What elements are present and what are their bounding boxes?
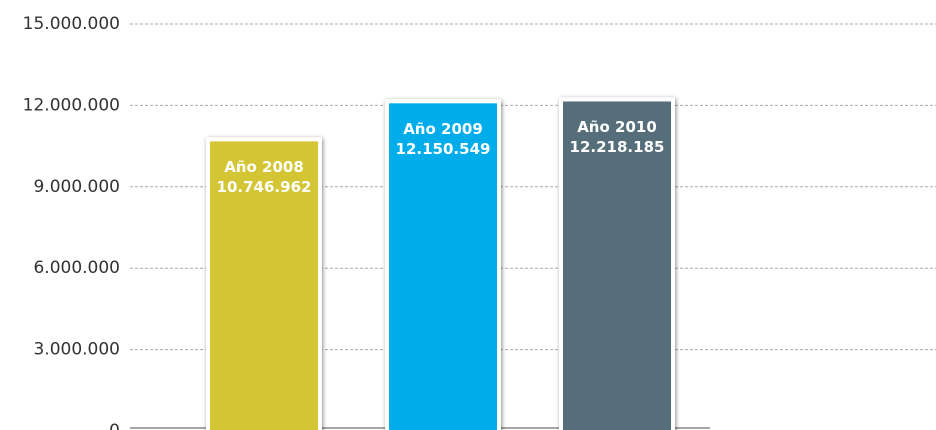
y-tick-label: 15.000.000: [23, 14, 120, 34]
y-tick-label: 12.000.000: [23, 95, 120, 115]
category-label: Año 2010: [577, 118, 657, 136]
bar: [385, 99, 501, 430]
category-label: Año 2008: [224, 158, 304, 176]
bar: [206, 137, 322, 430]
y-tick-label: 0: [109, 421, 120, 430]
value-label: 12.150.549: [396, 140, 491, 158]
bar: [559, 97, 675, 430]
y-tick-label: 3.000.000: [33, 340, 120, 360]
y-tick-label: 6.000.000: [33, 258, 120, 278]
value-label: 10.746.962: [217, 178, 312, 196]
y-tick-label: 9.000.000: [33, 177, 120, 197]
value-label: 12.218.185: [570, 138, 665, 156]
category-label: Año 2009: [403, 120, 483, 138]
